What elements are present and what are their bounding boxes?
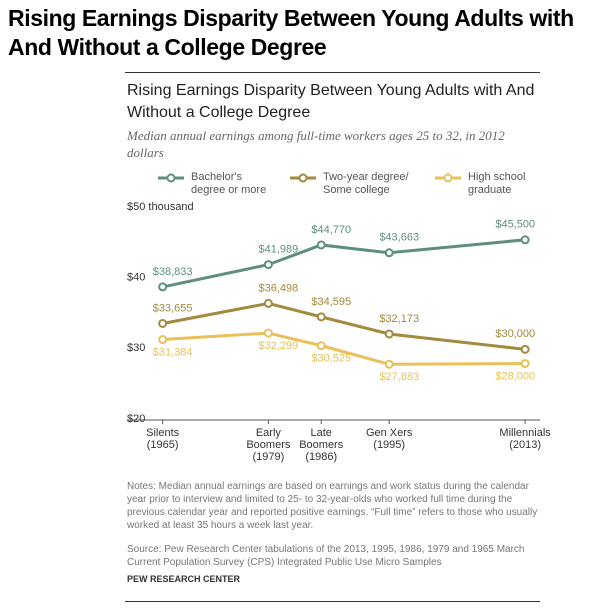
x-tick-label: Early Boomers (1979) [246,427,291,463]
data-point [263,298,273,308]
data-label: $32,299 [258,340,298,352]
y-tick-label: $20 [127,413,145,425]
data-point [520,235,530,245]
data-label: $30,000 [495,328,535,340]
data-point [316,341,326,351]
x-tick-label: Late Boomers (1986) [299,427,344,463]
data-label: $44,770 [311,224,351,236]
source: Source: Pew Research Center tabulations … [127,544,525,568]
legend-marker [443,173,453,183]
top-rule [125,72,540,73]
data-point [158,282,168,292]
data-point [384,248,394,258]
data-point [158,319,168,329]
legend-marker [166,173,176,183]
legend-marker [298,173,308,183]
data-point [384,329,394,339]
x-tick-label: Silents (1965) [146,427,180,451]
data-label: $38,833 [153,266,193,278]
legend-label: High school graduate [468,171,526,196]
data-point [158,335,168,345]
data-label: $45,500 [495,219,535,231]
page-title: Rising Earnings Disparity Between Young … [8,5,574,60]
x-tick-label: Gen Xers (1995) [365,427,413,451]
data-label: $36,498 [258,282,298,294]
data-point [263,260,273,270]
data-point [316,312,326,322]
data-label: $30,525 [311,353,351,365]
data-point [263,328,273,338]
data-point [316,240,326,250]
x-tick-label: Millennials (2013) [499,427,551,451]
data-point [520,344,530,354]
data-label: $43,663 [379,232,419,244]
y-tick-label: $50 thousand [127,201,194,213]
chart-subtitle: Median annual earnings among full-time w… [127,128,505,160]
credit: PEW RESEARCH CENTER [127,574,241,584]
legend-label: Two-year degree/ Some college [323,171,409,196]
data-label: $32,173 [379,313,419,325]
data-label: $41,989 [258,244,298,256]
data-label: $27,883 [379,371,419,383]
data-point [520,358,530,368]
bottom-rule [125,601,540,602]
legend-label: Bachelor's degree or more [191,171,267,196]
notes: Notes: Median annual earnings are based … [127,481,538,531]
data-label: $33,655 [153,302,193,314]
series-line [162,301,526,351]
data-label: $28,000 [495,370,535,382]
data-point [384,359,394,369]
data-label: $34,595 [311,296,351,308]
data-label: $31,384 [153,346,193,358]
chart-title: Rising Earnings Disparity Between Young … [127,82,535,121]
series-line [162,238,526,289]
y-tick-label: $30 [127,342,145,354]
y-tick-label: $40 [127,272,145,284]
